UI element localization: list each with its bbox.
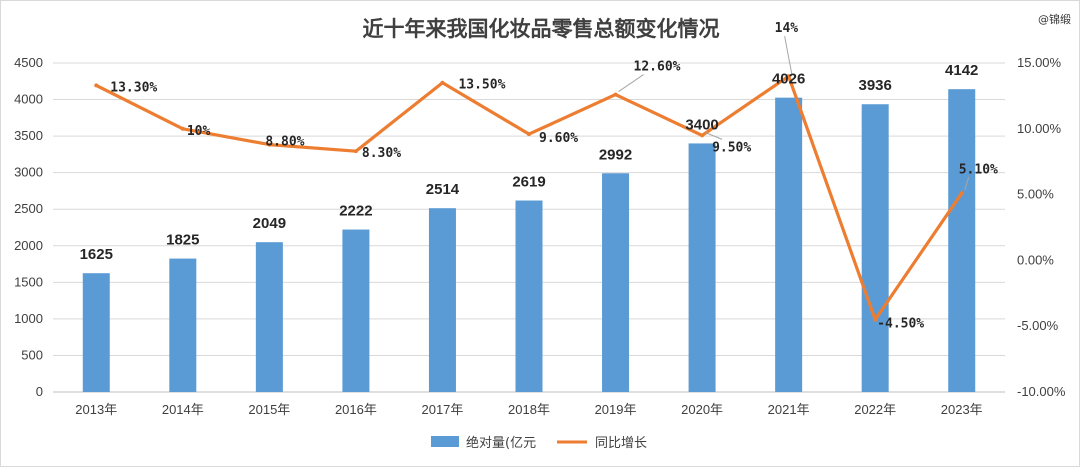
bar-value-label: 3400: [685, 116, 718, 133]
x-tick-label: 2023年: [941, 402, 983, 417]
bar: [255, 242, 283, 392]
bar-value-label: 2619: [512, 174, 545, 191]
y-left-tick-label: 1500: [14, 274, 43, 289]
x-tick-label: 2021年: [768, 402, 810, 417]
y-right-tick-label: -10.00%: [1017, 384, 1066, 399]
y-left-tick-label: 1000: [14, 311, 43, 326]
bar: [688, 143, 716, 392]
x-tick-label: 2018年: [508, 402, 550, 417]
x-tick-label: 2017年: [421, 402, 463, 417]
bar: [169, 258, 197, 392]
y-right-tick-label: -5.00%: [1017, 318, 1059, 333]
line-point: [959, 191, 964, 196]
data-labels: 1625 1825 2049 2222 2514 2619 2992 3400 4026 3936…: [80, 21, 998, 331]
bar-value-label: 3936: [858, 77, 891, 94]
watermark: @锦缎: [1038, 12, 1071, 26]
label-leader-line: [704, 131, 723, 140]
line-point: [353, 149, 358, 154]
line-series: [94, 74, 964, 322]
bar-value-label: 2992: [599, 146, 632, 163]
y-left-tick-label: 0: [36, 384, 43, 399]
x-tick-label: 2015年: [248, 402, 290, 417]
y-right-tick-label: 0.00%: [1017, 252, 1054, 267]
line-value-label: 10%: [187, 124, 211, 139]
y-left-tick-label: 3000: [14, 165, 43, 180]
bar-value-label: 4026: [772, 71, 805, 88]
line-point: [180, 126, 185, 131]
line-point: [267, 142, 272, 147]
bar-value-label: 2222: [339, 203, 372, 220]
bar-series: [82, 89, 976, 393]
label-leader-line: [784, 36, 793, 74]
line-value-label: -4.50%: [877, 317, 924, 332]
bar-value-label: 1825: [166, 232, 199, 249]
label-leader-line: [964, 177, 970, 191]
y-left-tick-label: 3500: [14, 128, 43, 143]
bar: [515, 200, 543, 392]
bar: [82, 273, 110, 392]
y-left-tick-label: 4000: [14, 92, 43, 107]
line-point: [613, 92, 618, 97]
legend-line-label: 同比增长: [595, 436, 647, 451]
line-point: [440, 80, 445, 85]
legend-bar-swatch: [431, 436, 459, 447]
line-value-label: 12.60%: [634, 60, 681, 75]
bar: [602, 173, 630, 392]
x-tick-label: 2013年: [75, 402, 117, 417]
line-value-label: 9.50%: [712, 140, 751, 155]
chart-title: 近十年来我国化妆品零售总额变化情况: [363, 17, 720, 41]
line-value-label: 14%: [775, 21, 799, 36]
y-left-tick-label: 2500: [14, 201, 43, 216]
bar: [342, 229, 370, 392]
legend-bar-label: 绝对量(亿元: [466, 435, 536, 451]
line-value-label: 13.30%: [110, 80, 157, 95]
line-point: [527, 132, 531, 137]
bar-value-label: 2514: [426, 181, 460, 198]
label-leader-line: [618, 74, 644, 92]
y-right-tick-label: 15.00%: [1017, 55, 1062, 70]
legend: 绝对量(亿元 同比增长: [431, 435, 647, 451]
line-value-label: 13.50%: [458, 78, 505, 93]
y-right-tick-label: 5.00%: [1017, 187, 1054, 202]
y-left-tick-label: 500: [21, 347, 43, 362]
y-left-tick-label: 2000: [14, 238, 43, 253]
bar: [948, 89, 976, 393]
axes: 0 500 1000 1500 2000 2500 3000 3500 4000 4500 -10.…: [14, 55, 1066, 417]
line-point: [94, 83, 99, 88]
line-point: [873, 317, 878, 322]
bar: [428, 208, 456, 392]
bar: [775, 97, 803, 392]
x-tick-label: 2014年: [162, 402, 204, 417]
line-value-label: 8.30%: [362, 146, 401, 161]
line-value-label: 9.60%: [539, 131, 578, 146]
line-point: [700, 133, 705, 138]
line-value-label: 5.10%: [959, 162, 998, 177]
line-value-label: 8.80%: [265, 135, 304, 150]
y-right-tick-label: 10.00%: [1017, 121, 1062, 136]
y-left-tick-label: 4500: [14, 55, 43, 70]
x-tick-label: 2019年: [595, 402, 637, 417]
bar-value-label: 2049: [253, 215, 286, 232]
x-tick-label: 2022年: [854, 402, 896, 417]
x-tick-label: 2016年: [335, 402, 377, 417]
bar: [861, 104, 889, 392]
bar-value-label: 1625: [80, 246, 113, 263]
line-point: [786, 74, 791, 79]
bar-value-label: 4142: [945, 62, 978, 79]
x-tick-label: 2020年: [681, 402, 723, 417]
